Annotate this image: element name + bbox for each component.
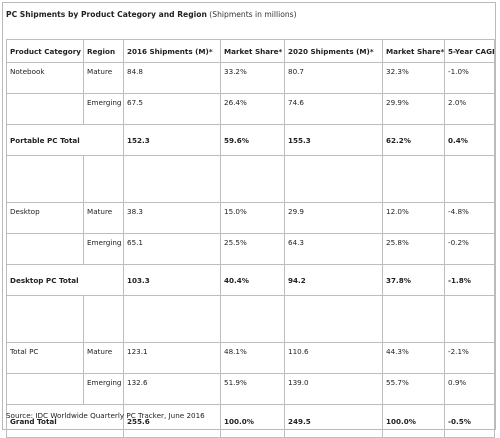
table-cell	[83, 295, 124, 343]
table-cell: 155.3	[284, 124, 383, 156]
table-cell: 110.6	[284, 342, 383, 374]
table-cell: 51.9%	[220, 373, 285, 405]
column-header: 2020 Shipments (M)*	[284, 39, 383, 63]
table-cell: Emerging	[83, 373, 124, 405]
table-title-main: PC Shipments by Product Category and Reg…	[6, 10, 207, 19]
table-cell: 48.1%	[220, 342, 285, 374]
spacer-row	[6, 155, 495, 203]
table-cell: Mature	[83, 62, 124, 94]
table-cell: 67.5	[123, 93, 221, 125]
table-cell: 80.7	[284, 62, 383, 94]
table-cell: Total PC	[6, 342, 84, 374]
table-cell: 132.6	[123, 373, 221, 405]
table-cell	[284, 295, 383, 343]
column-header: Region	[83, 39, 124, 63]
table-row: Emerging 67.5 26.4% 74.6 29.9% 2.0%	[6, 93, 495, 125]
table-cell: 103.3	[123, 264, 221, 296]
table-cell: Emerging	[83, 93, 124, 125]
table-cell: 59.6%	[220, 124, 285, 156]
total-row: Grand Total 255.6 100.0% 249.5 100.0% -0.5%	[6, 404, 495, 438]
table-cell	[6, 93, 84, 125]
table-cell: Portable PC Total	[6, 124, 124, 156]
table-cell: 74.6	[284, 93, 383, 125]
column-header: Product Category	[6, 39, 84, 63]
table-cell: 55.7%	[382, 373, 445, 405]
table-cell	[6, 295, 84, 343]
table-cell: 62.2%	[382, 124, 445, 156]
table-cell: 38.3	[123, 202, 221, 234]
table-cell: 26.4%	[220, 93, 285, 125]
table-cell: Desktop PC Total	[6, 264, 124, 296]
table-row: Emerging 65.1 25.5% 64.3 25.8% -0.2%	[6, 233, 495, 265]
table-row: Total PC Mature 123.1 48.1% 110.6 44.3% -2.1%	[6, 342, 495, 374]
table-row: Desktop Mature 38.3 15.0% 29.9 12.0% -4.8%	[6, 202, 495, 234]
table-cell: 37.8%	[382, 264, 445, 296]
table-cell: 25.8%	[382, 233, 445, 265]
table-cell: 123.1	[123, 342, 221, 374]
table-cell	[444, 295, 495, 343]
table-cell: 32.3%	[382, 62, 445, 94]
table-cell	[6, 373, 84, 405]
table-cell: 33.2%	[220, 62, 285, 94]
table-cell: 84.8	[123, 62, 221, 94]
table-cell: 100.0%	[220, 404, 285, 438]
table-cell: 0.4%	[444, 124, 495, 156]
table-cell: 0.9%	[444, 373, 495, 405]
table-cell: 25.5%	[220, 233, 285, 265]
table-cell: -2.1%	[444, 342, 495, 374]
column-header: 5-Year CAGR	[444, 39, 495, 63]
table-cell: 100.0%	[382, 404, 445, 438]
table-cell	[382, 155, 445, 203]
table-row: Emerging 132.6 51.9% 139.0 55.7% 0.9%	[6, 373, 495, 405]
table-cell	[6, 155, 84, 203]
table-cell: Mature	[83, 202, 124, 234]
table-cell: Desktop	[6, 202, 84, 234]
table-cell: 40.4%	[220, 264, 285, 296]
table-cell: Mature	[83, 342, 124, 374]
shipments-table: Product Category Region 2016 Shipments (…	[6, 39, 495, 438]
table-cell	[6, 233, 84, 265]
table-cell: 12.0%	[382, 202, 445, 234]
table-cell: -0.5%	[444, 404, 495, 438]
spacer-row	[6, 295, 495, 343]
table-cell: 2.0%	[444, 93, 495, 125]
table-cell: 94.2	[284, 264, 383, 296]
table-cell: Notebook	[6, 62, 84, 94]
table-cell: -1.0%	[444, 62, 495, 94]
table-cell: 249.5	[284, 404, 383, 438]
table-row: Notebook Mature 84.8 33.2% 80.7 32.3% -1.0%	[6, 62, 495, 94]
table-cell	[83, 155, 124, 203]
table-cell: 65.1	[123, 233, 221, 265]
table-cell: -0.2%	[444, 233, 495, 265]
table-cell: -4.8%	[444, 202, 495, 234]
table-cell: 152.3	[123, 124, 221, 156]
table-title: PC Shipments by Product Category and Reg…	[6, 5, 297, 25]
table-cell: 139.0	[284, 373, 383, 405]
total-row: Desktop PC Total 103.3 40.4% 94.2 37.8% -1.8%	[6, 264, 495, 296]
table-cell: 15.0%	[220, 202, 285, 234]
table-cell: 64.3	[284, 233, 383, 265]
total-row: Portable PC Total 152.3 59.6% 155.3 62.2% 0.4…	[6, 124, 495, 156]
table-cell	[220, 155, 285, 203]
column-header: 2016 Shipments (M)*	[123, 39, 221, 63]
table-cell: -1.8%	[444, 264, 495, 296]
table-cell: 44.3%	[382, 342, 445, 374]
source-note: Source: IDC Worldwide Quarterly PC Track…	[6, 411, 205, 420]
table-header-row: Product Category Region 2016 Shipments (…	[6, 39, 495, 63]
column-header: Market Share*	[220, 39, 285, 63]
table-cell	[220, 295, 285, 343]
table-cell: Emerging	[83, 233, 124, 265]
table-cell	[123, 295, 221, 343]
column-header: Market Share*	[382, 39, 445, 63]
table-cell	[382, 295, 445, 343]
table-title-sub: (Shipments in millions)	[209, 10, 297, 19]
table-cell	[123, 155, 221, 203]
table-body: Notebook Mature 84.8 33.2% 80.7 32.3% -1.0% Eme…	[6, 62, 495, 438]
table-cell	[284, 155, 383, 203]
table-cell: 29.9	[284, 202, 383, 234]
table-cell	[444, 155, 495, 203]
table-cell: 29.9%	[382, 93, 445, 125]
